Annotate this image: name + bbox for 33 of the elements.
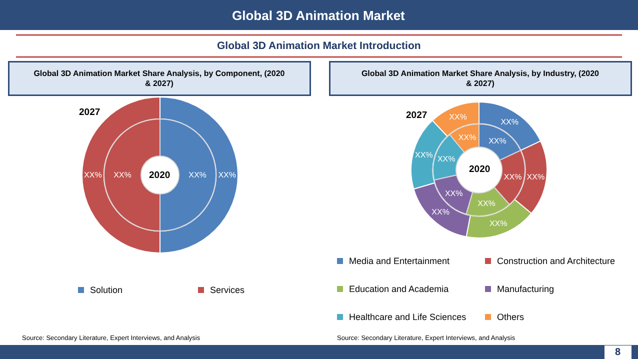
chart-title: Global 3D Animation Market Share Analysis, by Industry, (2020 & 2027) (361, 68, 600, 88)
data-label: XX% (432, 208, 450, 217)
data-label: XX% (488, 136, 506, 146)
slice-label: 2020 (149, 170, 170, 181)
legend-label: Solution (90, 285, 123, 295)
legend-label: Manufacturing (497, 284, 554, 294)
data-label: XX% (478, 199, 496, 208)
legend-label: Education and Academia (349, 284, 449, 294)
data-label: XX% (449, 112, 467, 122)
data-label: XX% (437, 154, 456, 164)
legend-label: Services (210, 285, 246, 295)
legend-label: Media and Entertainment (349, 256, 450, 266)
slice-label: 2027 (406, 110, 428, 121)
text: Global 3D Animation Market (232, 8, 406, 23)
data-label: XX% (84, 170, 102, 180)
legend-label: Healthcare and Life Sciences (349, 312, 467, 322)
data-label: XX% (444, 189, 463, 198)
data-label: XX% (218, 170, 236, 180)
chart-title: Global 3D Animation Market Share Analysis, by Component, (2020 & 2027) (34, 68, 286, 88)
data-label: XX% (504, 172, 522, 182)
legend-label: Construction and Architecture (497, 256, 616, 266)
text: Global 3D Animation Market Introduction (217, 40, 421, 52)
data-label: XX% (114, 170, 132, 180)
data-label: XX% (188, 170, 206, 180)
data-label: XX% (526, 172, 545, 182)
data-label: XX% (415, 150, 433, 160)
data-label: XX% (489, 219, 508, 228)
text: 8 (615, 347, 621, 358)
legend-label: Others (497, 312, 525, 322)
data-label: XX% (500, 117, 519, 126)
slice-label: 2020 (469, 164, 490, 175)
slice-label: 2027 (79, 107, 100, 118)
data-label: XX% (458, 133, 476, 142)
